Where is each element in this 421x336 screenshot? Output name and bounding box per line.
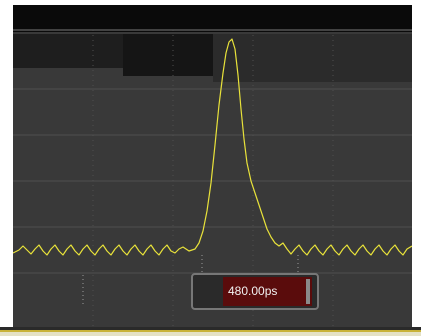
waveform-screen: 480.00ps (13, 5, 412, 327)
top-status-band (13, 5, 412, 32)
header-block-center (123, 34, 213, 76)
cursor-delta-readout[interactable]: 480.00ps (191, 273, 319, 310)
waveform-trace (13, 38, 412, 256)
trace-markers (82, 255, 299, 305)
header-block-left (13, 34, 123, 68)
cursor-delta-value: 480.00ps (223, 277, 312, 306)
header-block-right (213, 34, 412, 82)
bottom-status-bar (0, 327, 421, 336)
